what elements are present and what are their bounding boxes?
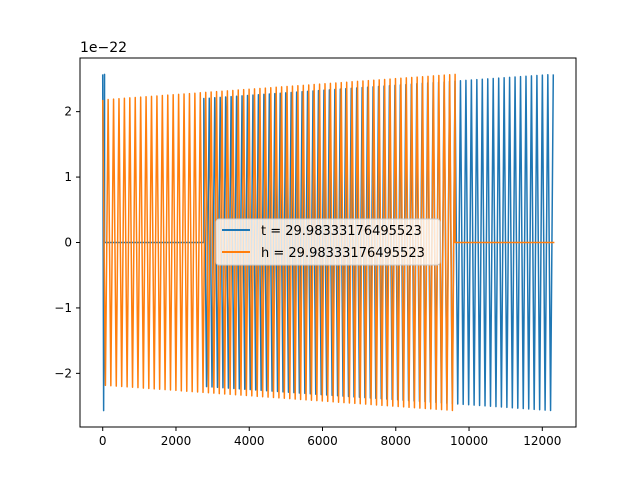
legend-label-t: t = 29.98333176495523 (261, 224, 422, 239)
x-tick-label: 8000 (380, 434, 411, 448)
legend-box (215, 218, 441, 266)
x-tick-label: 6000 (307, 434, 338, 448)
x-tick-label: 0 (99, 434, 107, 448)
x-tick-label: 10000 (450, 434, 488, 448)
y-tick-label: −1 (54, 301, 72, 315)
x-tick-label: 12000 (523, 434, 561, 448)
y-tick-label: 0 (64, 236, 72, 250)
y-tick-label: −2 (54, 366, 72, 380)
y-tick-label: 1 (64, 170, 72, 184)
x-tick-label: 4000 (234, 434, 265, 448)
x-axis: 0 2000 4000 6000 8000 10000 12000 (99, 427, 561, 448)
series-line-h (101, 73, 555, 412)
y-tick-label: 2 (64, 105, 72, 119)
x-tick-label: 2000 (161, 434, 192, 448)
y-axis: −2 −1 0 1 2 (54, 105, 80, 380)
y-offset-text: 1e−22 (80, 40, 127, 56)
legend: t = 29.98333176495523 h = 29.98333176495… (215, 218, 441, 266)
legend-label-h: h = 29.98333176495523 (261, 246, 425, 261)
